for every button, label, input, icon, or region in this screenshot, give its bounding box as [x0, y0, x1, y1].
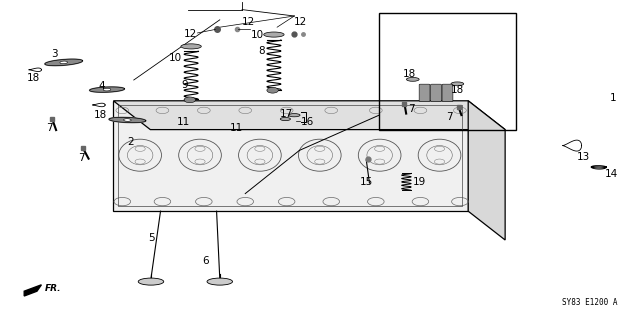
- Ellipse shape: [124, 119, 131, 121]
- Ellipse shape: [207, 278, 233, 285]
- Polygon shape: [468, 101, 505, 240]
- Polygon shape: [90, 87, 124, 92]
- FancyBboxPatch shape: [442, 84, 453, 101]
- Text: 12: 12: [242, 17, 255, 28]
- Text: 8: 8: [258, 46, 264, 56]
- Text: 6: 6: [203, 256, 209, 266]
- Polygon shape: [24, 285, 41, 296]
- Circle shape: [184, 97, 196, 103]
- Polygon shape: [113, 101, 468, 211]
- Text: 16: 16: [301, 116, 314, 127]
- Ellipse shape: [451, 82, 464, 86]
- Text: 17: 17: [280, 108, 294, 119]
- Text: 2: 2: [127, 137, 134, 148]
- Text: 18: 18: [94, 110, 108, 120]
- Ellipse shape: [264, 32, 284, 37]
- Text: 12: 12: [294, 17, 308, 28]
- Text: 19: 19: [413, 177, 426, 188]
- Text: 18: 18: [27, 73, 40, 84]
- Text: 11: 11: [177, 116, 190, 127]
- Polygon shape: [109, 117, 146, 123]
- Text: FR.: FR.: [45, 284, 61, 293]
- Ellipse shape: [138, 278, 164, 285]
- Circle shape: [267, 87, 278, 93]
- FancyBboxPatch shape: [431, 84, 441, 101]
- Ellipse shape: [406, 77, 419, 81]
- Text: 1: 1: [610, 92, 617, 103]
- Text: 9: 9: [182, 80, 188, 90]
- Text: 10: 10: [169, 52, 182, 63]
- Text: 15: 15: [360, 177, 373, 188]
- Text: 3: 3: [51, 49, 57, 60]
- Text: SY83 E1200 A: SY83 E1200 A: [562, 298, 618, 307]
- Bar: [379, 13, 516, 130]
- FancyBboxPatch shape: [419, 84, 430, 101]
- Ellipse shape: [289, 114, 300, 117]
- Ellipse shape: [60, 61, 68, 64]
- Text: 7: 7: [408, 104, 414, 114]
- Text: 12: 12: [184, 28, 197, 39]
- Text: 5: 5: [148, 233, 154, 244]
- Ellipse shape: [181, 44, 201, 49]
- Text: 18: 18: [451, 84, 464, 95]
- Text: 7: 7: [78, 153, 84, 164]
- Polygon shape: [45, 59, 83, 66]
- Ellipse shape: [103, 88, 111, 91]
- Text: 14: 14: [605, 169, 619, 180]
- Text: 10: 10: [250, 30, 264, 40]
- Text: 7: 7: [446, 112, 452, 122]
- Text: 18: 18: [403, 68, 416, 79]
- Text: 13: 13: [576, 152, 590, 162]
- Text: 11: 11: [229, 123, 243, 133]
- Polygon shape: [113, 101, 505, 130]
- Text: 4: 4: [99, 81, 105, 92]
- Ellipse shape: [280, 117, 290, 121]
- Text: 7: 7: [46, 123, 52, 133]
